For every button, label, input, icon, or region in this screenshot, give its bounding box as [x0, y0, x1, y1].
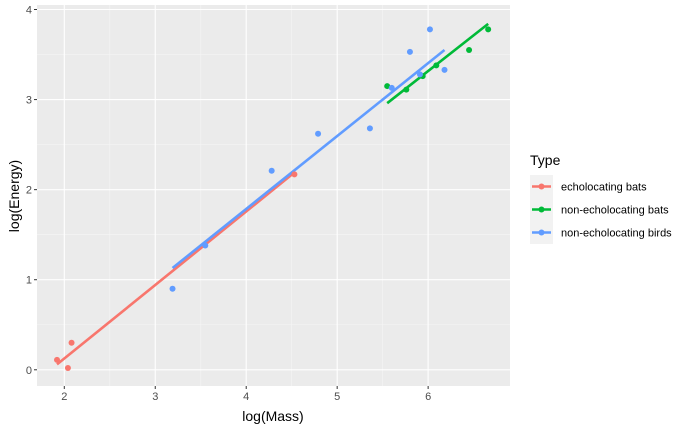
data-point — [366, 125, 373, 132]
x-tick-label: 2 — [61, 391, 67, 403]
y-tick-label: 0 — [26, 365, 32, 377]
data-point — [433, 62, 440, 69]
data-point — [384, 83, 391, 90]
legend-key-point — [538, 183, 545, 190]
data-point — [466, 47, 473, 54]
y-axis-title: log(Energy) — [6, 160, 22, 232]
y-tick-label: 3 — [26, 95, 32, 107]
y-tick-label: 1 — [26, 275, 32, 287]
data-point — [54, 356, 61, 363]
legend-title: Type — [530, 152, 561, 168]
fit-line — [56, 171, 296, 366]
x-tick-label: 6 — [425, 391, 431, 403]
grid-minor — [37, 5, 510, 386]
data-point — [64, 364, 71, 371]
x-axis-ticks: 2 3 4 5 6 — [61, 386, 431, 403]
fit-line — [171, 49, 446, 270]
grid-major — [37, 5, 510, 386]
legend-label: non-echolocating birds — [561, 228, 672, 240]
legend-label: echolocating bats — [561, 182, 647, 194]
x-tick-label: 3 — [152, 391, 158, 403]
y-axis-ticks: 0 1 2 3 4 — [26, 5, 37, 377]
y-tick-label: 4 — [26, 5, 32, 17]
legend-items: echolocating bats non-echolocating bats no… — [530, 175, 672, 244]
y-tick-label: 2 — [26, 185, 32, 197]
data-point — [403, 86, 410, 93]
data-point — [268, 167, 275, 174]
data-point — [202, 242, 209, 249]
legend-label: non-echolocating bats — [561, 205, 669, 217]
data-point — [416, 71, 423, 78]
data-point — [426, 26, 433, 33]
data-point — [388, 84, 395, 91]
legend-key-point — [538, 206, 545, 213]
data-point — [315, 130, 322, 137]
data-point — [441, 66, 448, 73]
data-point — [68, 339, 75, 346]
x-axis-title: log(Mass) — [242, 408, 303, 424]
points-layer — [54, 26, 492, 371]
legend-key-point — [538, 229, 545, 236]
data-point — [485, 26, 492, 33]
data-point — [169, 285, 176, 292]
legend: Type echolocating bats non-echolocating b… — [530, 152, 672, 244]
x-tick-label: 5 — [334, 391, 340, 403]
data-point — [291, 171, 298, 178]
x-tick-label: 4 — [243, 391, 249, 403]
data-point — [406, 48, 413, 55]
